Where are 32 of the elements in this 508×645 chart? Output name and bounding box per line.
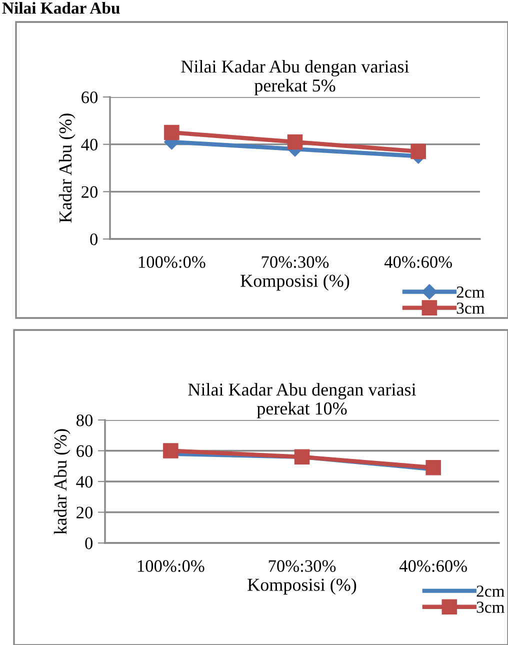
legend-label: 3cm bbox=[476, 602, 504, 613]
legend-label: 2cm bbox=[456, 286, 485, 298]
point bbox=[410, 144, 426, 160]
point bbox=[294, 449, 310, 465]
y-tick-label: 60 bbox=[76, 445, 93, 457]
y-tick-label: 20 bbox=[76, 506, 93, 518]
x-tick-label: 40%:60% bbox=[384, 256, 452, 268]
y-axis-title: Kadar Abu (%) bbox=[58, 114, 76, 223]
x-tick-label: 100%:0% bbox=[138, 256, 206, 268]
y-tick-label: 40 bbox=[76, 476, 93, 488]
y-tick-label: 20 bbox=[82, 186, 98, 198]
x-tick-label: 40%:60% bbox=[399, 560, 467, 572]
y-tick-label: 60 bbox=[82, 91, 98, 104]
x-tick-label: 70%:30% bbox=[268, 560, 336, 572]
y-tick-label: 40 bbox=[81, 138, 98, 151]
x-tick-label: 100%:0% bbox=[138, 560, 204, 572]
point bbox=[164, 124, 180, 140]
chart-title: Nilai Kadar Abu dengan variasi perekat 5% bbox=[181, 60, 409, 96]
chart-title: Nilai Kadar Abu dengan variasi perekat 10% bbox=[188, 382, 416, 418]
x-tick-label: 70%:30% bbox=[262, 256, 329, 268]
point bbox=[426, 460, 441, 476]
y-tick-label: 0 bbox=[90, 233, 98, 246]
point bbox=[163, 443, 178, 458]
y-tick-label: 80 bbox=[76, 414, 93, 426]
legend-label: 3cm bbox=[456, 302, 485, 314]
text: Nilai Kadar Abu bbox=[2, 2, 120, 14]
point bbox=[287, 134, 303, 150]
y-tick-label: 0 bbox=[85, 537, 93, 550]
x-axis-title: Komposisi (%) bbox=[248, 578, 356, 595]
x-axis-title: Komposisi (%) bbox=[240, 274, 350, 291]
legend-label: 2cm bbox=[476, 586, 504, 597]
y-axis-title: kadar Abu (%) bbox=[54, 429, 70, 534]
